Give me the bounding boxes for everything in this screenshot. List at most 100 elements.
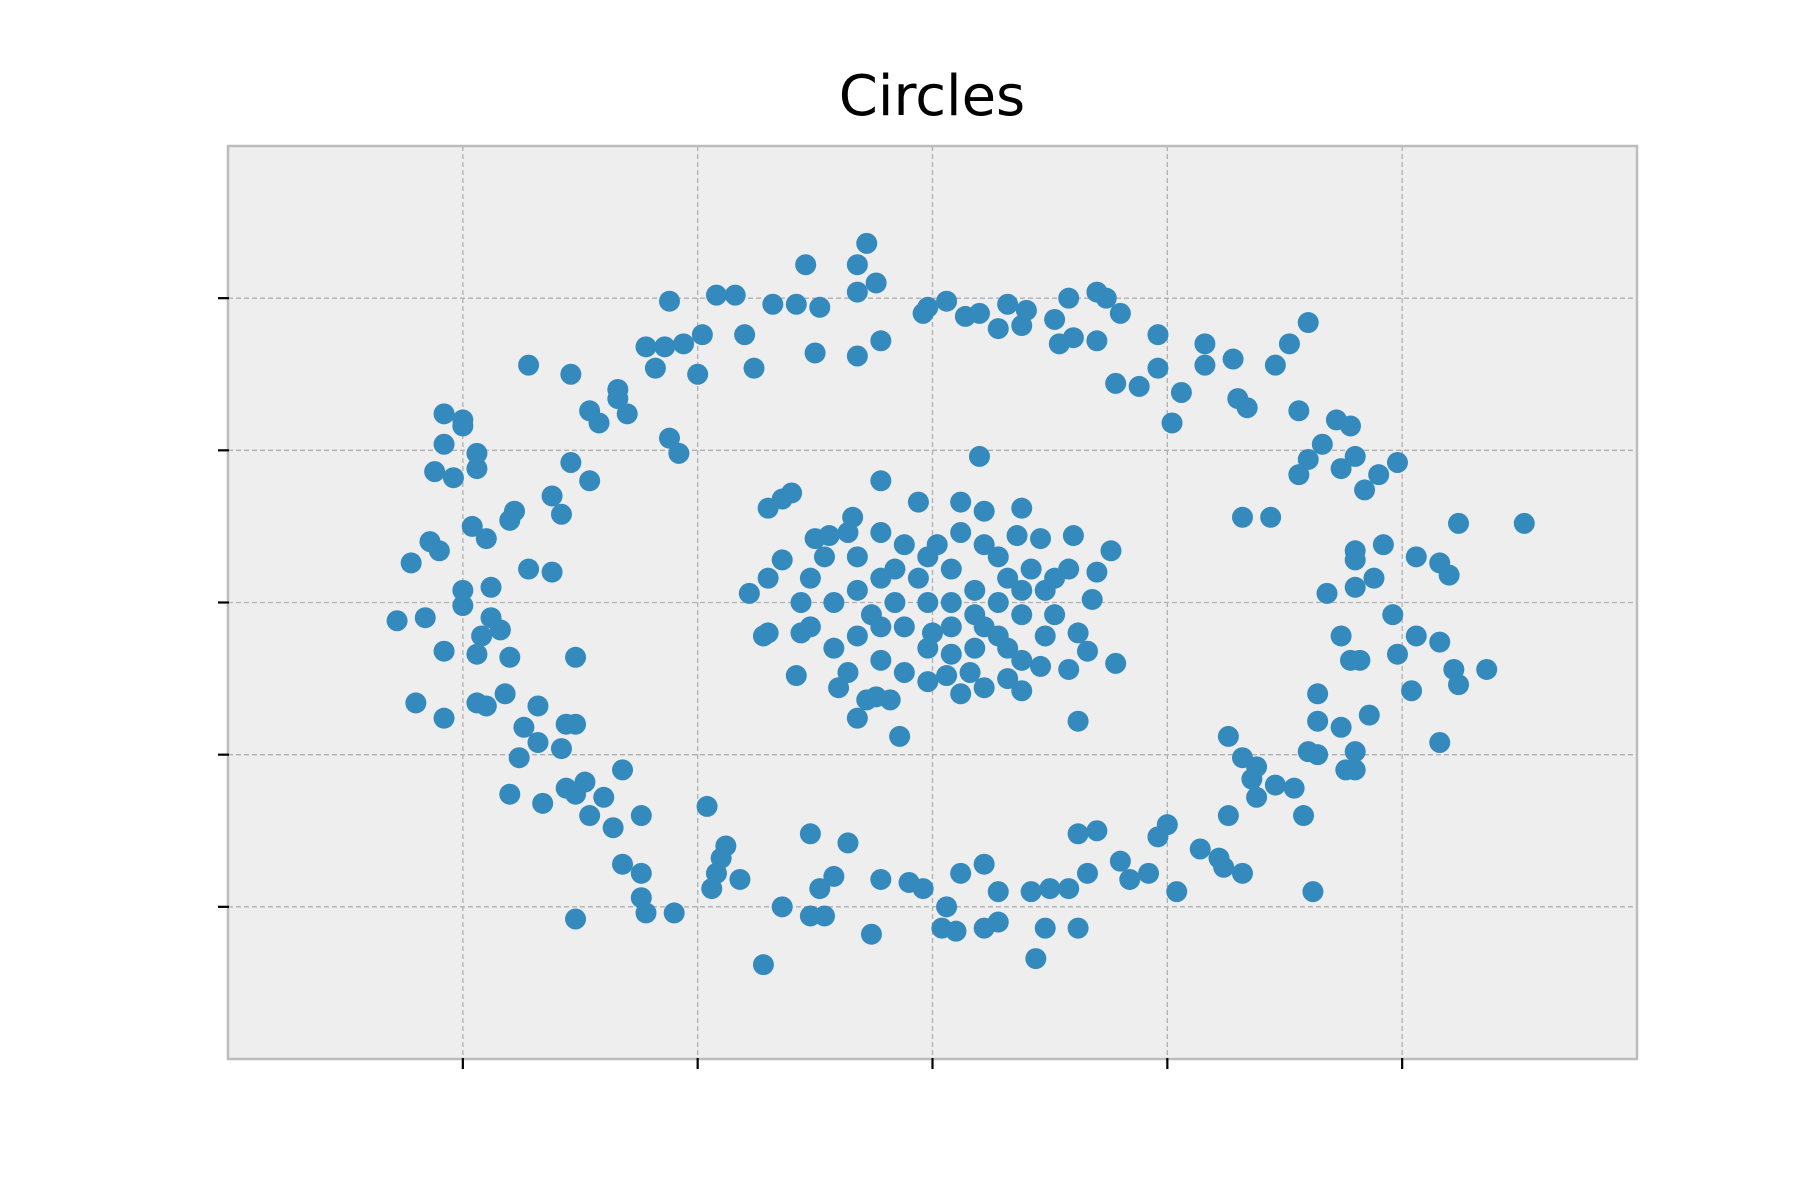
point	[1405, 546, 1427, 568]
point	[879, 689, 901, 711]
point	[1476, 658, 1498, 680]
point	[1293, 805, 1315, 827]
point	[856, 689, 878, 711]
point	[663, 902, 685, 924]
point	[1217, 725, 1239, 747]
point	[499, 646, 521, 668]
point	[950, 522, 972, 544]
point	[790, 592, 812, 613]
point	[658, 290, 680, 312]
point	[997, 293, 1019, 315]
point	[785, 665, 807, 687]
point	[518, 354, 540, 376]
point	[785, 293, 807, 315]
point	[475, 528, 497, 550]
point	[593, 786, 615, 808]
point	[757, 622, 779, 644]
point	[1015, 299, 1037, 321]
point	[1067, 823, 1089, 845]
point	[856, 232, 878, 254]
point	[1161, 412, 1183, 434]
point	[1058, 658, 1080, 680]
point	[1264, 774, 1286, 796]
point	[691, 324, 713, 346]
point	[466, 643, 488, 665]
point	[1349, 649, 1371, 671]
point	[790, 622, 812, 644]
point	[884, 558, 906, 580]
point	[452, 595, 474, 617]
point	[1011, 579, 1033, 601]
point	[846, 281, 868, 303]
point	[433, 433, 455, 455]
point	[424, 461, 446, 483]
point	[1006, 525, 1028, 547]
point	[1189, 838, 1211, 860]
point	[452, 579, 474, 601]
point	[1025, 948, 1047, 970]
point	[1363, 567, 1385, 589]
point	[846, 254, 868, 276]
chart-title: Circles	[839, 64, 1025, 129]
point	[494, 683, 516, 705]
point	[555, 713, 577, 735]
point	[964, 579, 986, 601]
point	[1011, 649, 1033, 671]
point	[1011, 497, 1033, 519]
point	[813, 546, 835, 568]
point	[987, 881, 1009, 903]
point	[884, 592, 906, 613]
point	[973, 500, 995, 522]
point	[565, 646, 587, 668]
point	[1011, 604, 1033, 626]
point	[1086, 330, 1108, 352]
point	[1020, 881, 1042, 903]
point	[1513, 512, 1535, 534]
point	[1147, 826, 1169, 848]
point	[461, 515, 483, 537]
point	[804, 342, 826, 364]
point	[565, 908, 587, 930]
point	[1368, 464, 1390, 486]
point	[701, 878, 723, 900]
point	[635, 336, 657, 358]
point	[771, 896, 793, 918]
point	[837, 832, 859, 854]
point	[997, 567, 1019, 589]
point	[1264, 354, 1286, 376]
point	[1119, 868, 1141, 890]
point	[1344, 445, 1366, 467]
point	[1062, 327, 1084, 349]
point	[1105, 652, 1127, 674]
point	[922, 622, 943, 644]
point	[813, 905, 835, 927]
point	[893, 534, 915, 556]
point	[527, 695, 549, 717]
point	[1448, 512, 1470, 534]
point	[1330, 625, 1352, 647]
point	[1222, 348, 1244, 370]
point	[705, 284, 727, 306]
point	[846, 546, 868, 568]
point	[1288, 400, 1310, 422]
point	[950, 491, 972, 513]
point	[940, 558, 962, 580]
point	[907, 567, 929, 589]
point	[1034, 917, 1056, 939]
point	[795, 254, 817, 276]
point	[602, 817, 624, 839]
point	[560, 452, 582, 474]
point	[724, 284, 746, 306]
point	[959, 661, 981, 683]
point	[1311, 433, 1333, 455]
point	[1358, 704, 1380, 726]
point	[560, 363, 582, 385]
point	[1213, 856, 1235, 878]
point	[809, 878, 831, 900]
point	[964, 637, 986, 659]
point	[687, 363, 709, 385]
point	[1429, 731, 1451, 753]
point	[1030, 528, 1052, 550]
point	[1278, 333, 1300, 355]
point	[1429, 631, 1451, 653]
